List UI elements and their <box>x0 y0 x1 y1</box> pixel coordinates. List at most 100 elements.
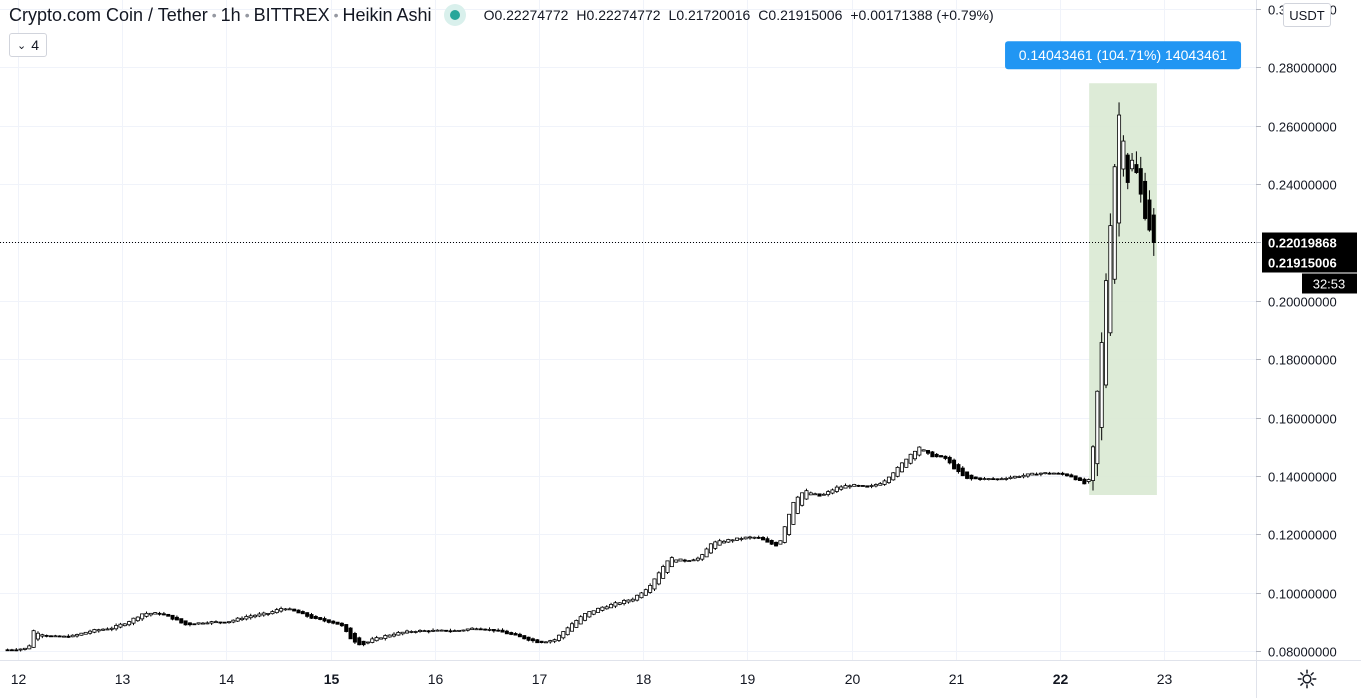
candle-body-up <box>196 622 201 625</box>
candle <box>431 628 436 633</box>
candle <box>1130 153 1135 172</box>
candle <box>834 485 839 494</box>
candle <box>9 648 14 652</box>
time-tick-label: 20 <box>845 671 861 687</box>
candle <box>1082 477 1087 485</box>
candle <box>778 540 783 545</box>
candle-body-up <box>1104 280 1109 386</box>
candle <box>765 536 770 543</box>
candle-body-up <box>704 548 709 558</box>
candle-body-down <box>331 620 336 624</box>
candle-body-up <box>748 536 753 539</box>
candle <box>1004 476 1009 481</box>
candle-body-up <box>257 613 262 617</box>
candle-body-down <box>1060 472 1065 475</box>
candle <box>674 559 679 563</box>
candle-body-up <box>665 560 670 573</box>
indicator-count: 4 <box>31 37 39 53</box>
candle-body-up <box>869 485 874 487</box>
candle-body-down <box>48 635 53 638</box>
chevron-down-icon: ⌄ <box>16 39 27 52</box>
candle <box>1012 475 1017 479</box>
market-status-icon[interactable] <box>443 4 466 26</box>
candle-body-up <box>1112 166 1117 280</box>
high-value: 0.22274772 <box>586 7 661 23</box>
candle <box>153 612 158 615</box>
candle <box>487 627 492 632</box>
interval-label[interactable]: 1h <box>220 4 241 25</box>
candle <box>626 599 631 604</box>
candle <box>435 629 440 632</box>
time-tick-label: 22 <box>1053 671 1069 687</box>
candle-body-up <box>1086 479 1091 482</box>
candle-body-up <box>626 599 631 603</box>
candle <box>1121 135 1126 177</box>
candle <box>895 466 900 478</box>
candle-body-up <box>474 628 479 631</box>
candle <box>904 458 909 468</box>
separator-dot: • <box>211 7 217 23</box>
candle-body-down <box>1082 478 1087 485</box>
candle-body-up <box>878 483 883 486</box>
candle-body-up <box>283 608 288 611</box>
status-dot <box>449 10 460 20</box>
candle <box>313 615 318 620</box>
price-labels: 0.22019868 0.21915006 32:53 <box>0 232 1357 294</box>
candle-body-up <box>248 615 253 619</box>
candle-body-up <box>691 559 696 562</box>
candle <box>704 547 709 558</box>
candle <box>513 632 518 636</box>
candle <box>678 558 683 562</box>
candle <box>535 638 540 644</box>
candle-body-down <box>491 629 496 632</box>
candle-body-up <box>587 611 592 618</box>
candle <box>240 616 245 622</box>
candle-body-down <box>865 485 870 488</box>
candle-body-up <box>1117 114 1122 224</box>
chart-legend-header: Crypto.com Coin / Tether • 1h • BITTREX … <box>9 3 994 27</box>
candle-body-up <box>609 604 614 609</box>
candle <box>813 492 818 496</box>
candle-body-down <box>309 614 314 619</box>
candle-body-down <box>157 612 162 615</box>
candle <box>843 483 848 489</box>
candle <box>539 640 544 644</box>
candle <box>465 628 470 632</box>
candle-body-up <box>561 631 566 639</box>
candle <box>908 453 913 465</box>
separator-dot: • <box>333 7 339 23</box>
candle <box>391 632 396 638</box>
candle-series <box>5 102 1156 652</box>
change-value: +0.00171388 (+0.79%) <box>850 7 994 23</box>
candle <box>886 476 891 484</box>
currency-button[interactable]: USDT <box>1283 3 1331 27</box>
indicators-toggle-button[interactable]: ⌄ 4 <box>9 33 47 57</box>
candle <box>526 636 531 642</box>
candle <box>396 630 401 636</box>
ohlc-values: O0.22274772 H0.22274772 L0.21720016 C0.2191… <box>484 7 994 23</box>
candle-body-up <box>578 616 583 625</box>
candle-body-up <box>209 621 214 624</box>
candle-body-down <box>978 477 983 480</box>
candle <box>748 535 753 540</box>
candle-body-down <box>426 630 431 633</box>
candle <box>1047 471 1052 475</box>
candle <box>27 644 32 650</box>
candle <box>500 628 505 633</box>
time-axis[interactable]: 12 13 14 15 16 17 18 19 20 21 22 23 <box>0 660 1361 688</box>
candle <box>365 641 370 645</box>
candle <box>509 631 514 636</box>
candle-body-down <box>1134 164 1139 173</box>
candle-body-up <box>1025 473 1030 477</box>
symbol-title[interactable]: Crypto.com Coin / Tether <box>9 4 208 25</box>
candle-body-up <box>101 628 106 631</box>
candle-body-up <box>452 630 457 632</box>
candle-body-down <box>765 538 770 543</box>
gear-icon[interactable] <box>1296 668 1318 690</box>
candle-body-down <box>5 649 10 652</box>
candle-body-down <box>539 640 544 644</box>
candle <box>1117 102 1122 237</box>
candle <box>787 513 792 537</box>
candle <box>361 640 366 647</box>
